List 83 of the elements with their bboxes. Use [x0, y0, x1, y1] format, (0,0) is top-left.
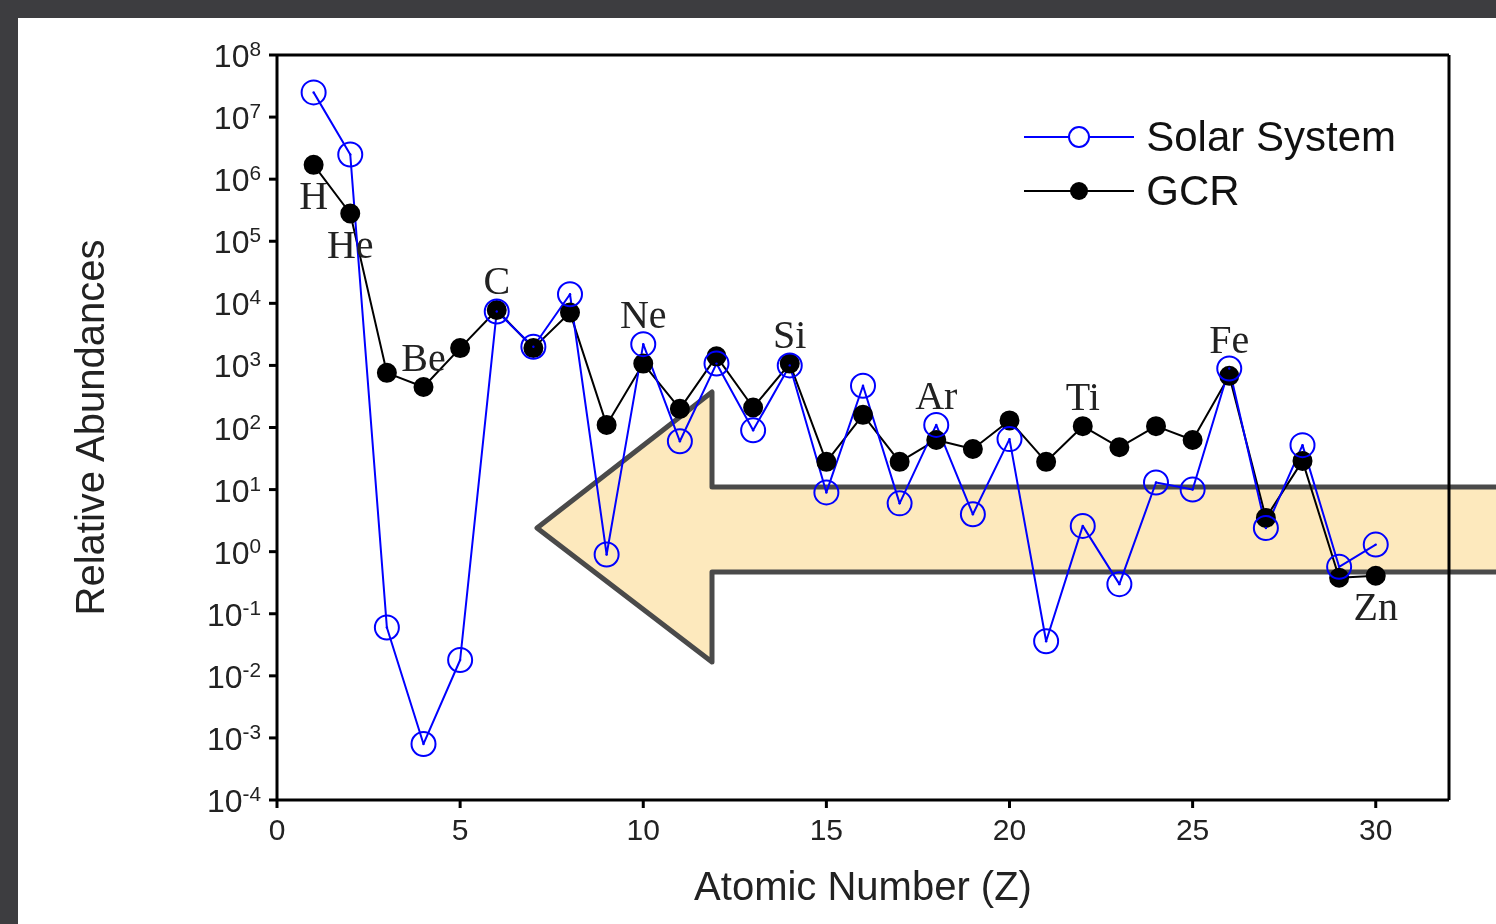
point — [1182, 429, 1203, 450]
point — [996, 426, 1023, 453]
point — [413, 376, 434, 397]
point — [1146, 416, 1166, 437]
y-tick-label: 10$^{7}$ — [213, 98, 261, 137]
y-tick-label: 10$^{-3}$ — [206, 719, 261, 757]
point — [853, 404, 873, 425]
point — [630, 331, 657, 358]
point — [1143, 469, 1169, 496]
point — [337, 141, 364, 168]
point — [560, 302, 580, 323]
point — [886, 490, 913, 517]
y-tick-label: 10$^{0}$ — [213, 533, 261, 571]
x-tick-label: 30 — [1359, 813, 1393, 846]
point — [1033, 628, 1060, 655]
y-tick-label: 10$^{8}$ — [213, 36, 261, 74]
x-tick-label: 5 — [451, 813, 469, 846]
y-axis-title: Relative Abundances — [68, 239, 113, 616]
point — [593, 541, 620, 568]
y-tick-label: 10$^{3}$ — [213, 346, 261, 385]
point — [373, 614, 400, 641]
y-tick-label: 10$^{4}$ — [213, 284, 261, 323]
legend-label: GCR — [1146, 167, 1240, 215]
x-tick-label: 15 — [809, 813, 844, 846]
annotation: Ar — [915, 372, 958, 418]
point — [340, 203, 361, 224]
x-tick-label: 10 — [626, 813, 660, 846]
y-tick-label: 10$^{1}$ — [213, 471, 261, 509]
point — [999, 410, 1020, 431]
y-tick-label: 10$^{-1}$ — [206, 595, 261, 633]
point — [743, 397, 764, 418]
annotation: Ti — [1065, 374, 1100, 420]
point — [633, 353, 654, 374]
point — [300, 79, 327, 106]
point — [1106, 571, 1133, 598]
point — [447, 646, 474, 673]
point — [1036, 451, 1057, 472]
point — [1365, 565, 1386, 586]
point — [1179, 476, 1206, 503]
point — [1072, 416, 1093, 437]
point — [666, 428, 693, 455]
y-tick-label: 10$^{6}$ — [213, 160, 261, 199]
legend-label: Solar System — [1146, 113, 1396, 161]
point — [410, 730, 437, 757]
x-tick-label: 20 — [992, 813, 1027, 846]
x-tick-label: 25 — [1175, 813, 1210, 846]
point — [1289, 432, 1316, 459]
point — [816, 451, 837, 472]
y-tick-label: 10$^{2}$ — [213, 409, 261, 447]
y-tick-label: 10$^{-2}$ — [206, 657, 261, 695]
point — [959, 501, 986, 528]
point — [813, 479, 840, 506]
point — [850, 372, 876, 399]
point — [740, 417, 767, 444]
point — [1252, 515, 1279, 542]
annotation: Zn — [1353, 584, 1398, 630]
y-tick-label: 10$^{-4}$ — [206, 781, 261, 819]
point — [776, 352, 803, 379]
point — [1326, 553, 1353, 580]
point — [376, 362, 397, 383]
point — [962, 439, 983, 460]
annotation: Fe — [1209, 316, 1250, 362]
annotation: Si — [773, 311, 807, 357]
x-axis-title: Atomic Number (Z) — [694, 864, 1032, 908]
point — [1216, 355, 1243, 382]
point — [520, 333, 547, 360]
point — [669, 398, 690, 419]
annotation: Be — [401, 334, 446, 380]
point — [557, 281, 583, 308]
point — [889, 451, 910, 472]
point — [450, 338, 471, 359]
annotation: Ne — [619, 292, 667, 338]
point — [1069, 512, 1096, 539]
point — [1109, 437, 1130, 458]
annotation: C — [483, 258, 511, 304]
point — [1362, 531, 1389, 558]
point — [703, 350, 730, 377]
point — [596, 414, 617, 435]
y-tick-label: 10$^{5}$ — [213, 222, 261, 261]
point — [303, 154, 324, 175]
annotation: H — [299, 173, 329, 219]
point — [923, 411, 950, 438]
x-tick-label: 0 — [268, 813, 286, 846]
